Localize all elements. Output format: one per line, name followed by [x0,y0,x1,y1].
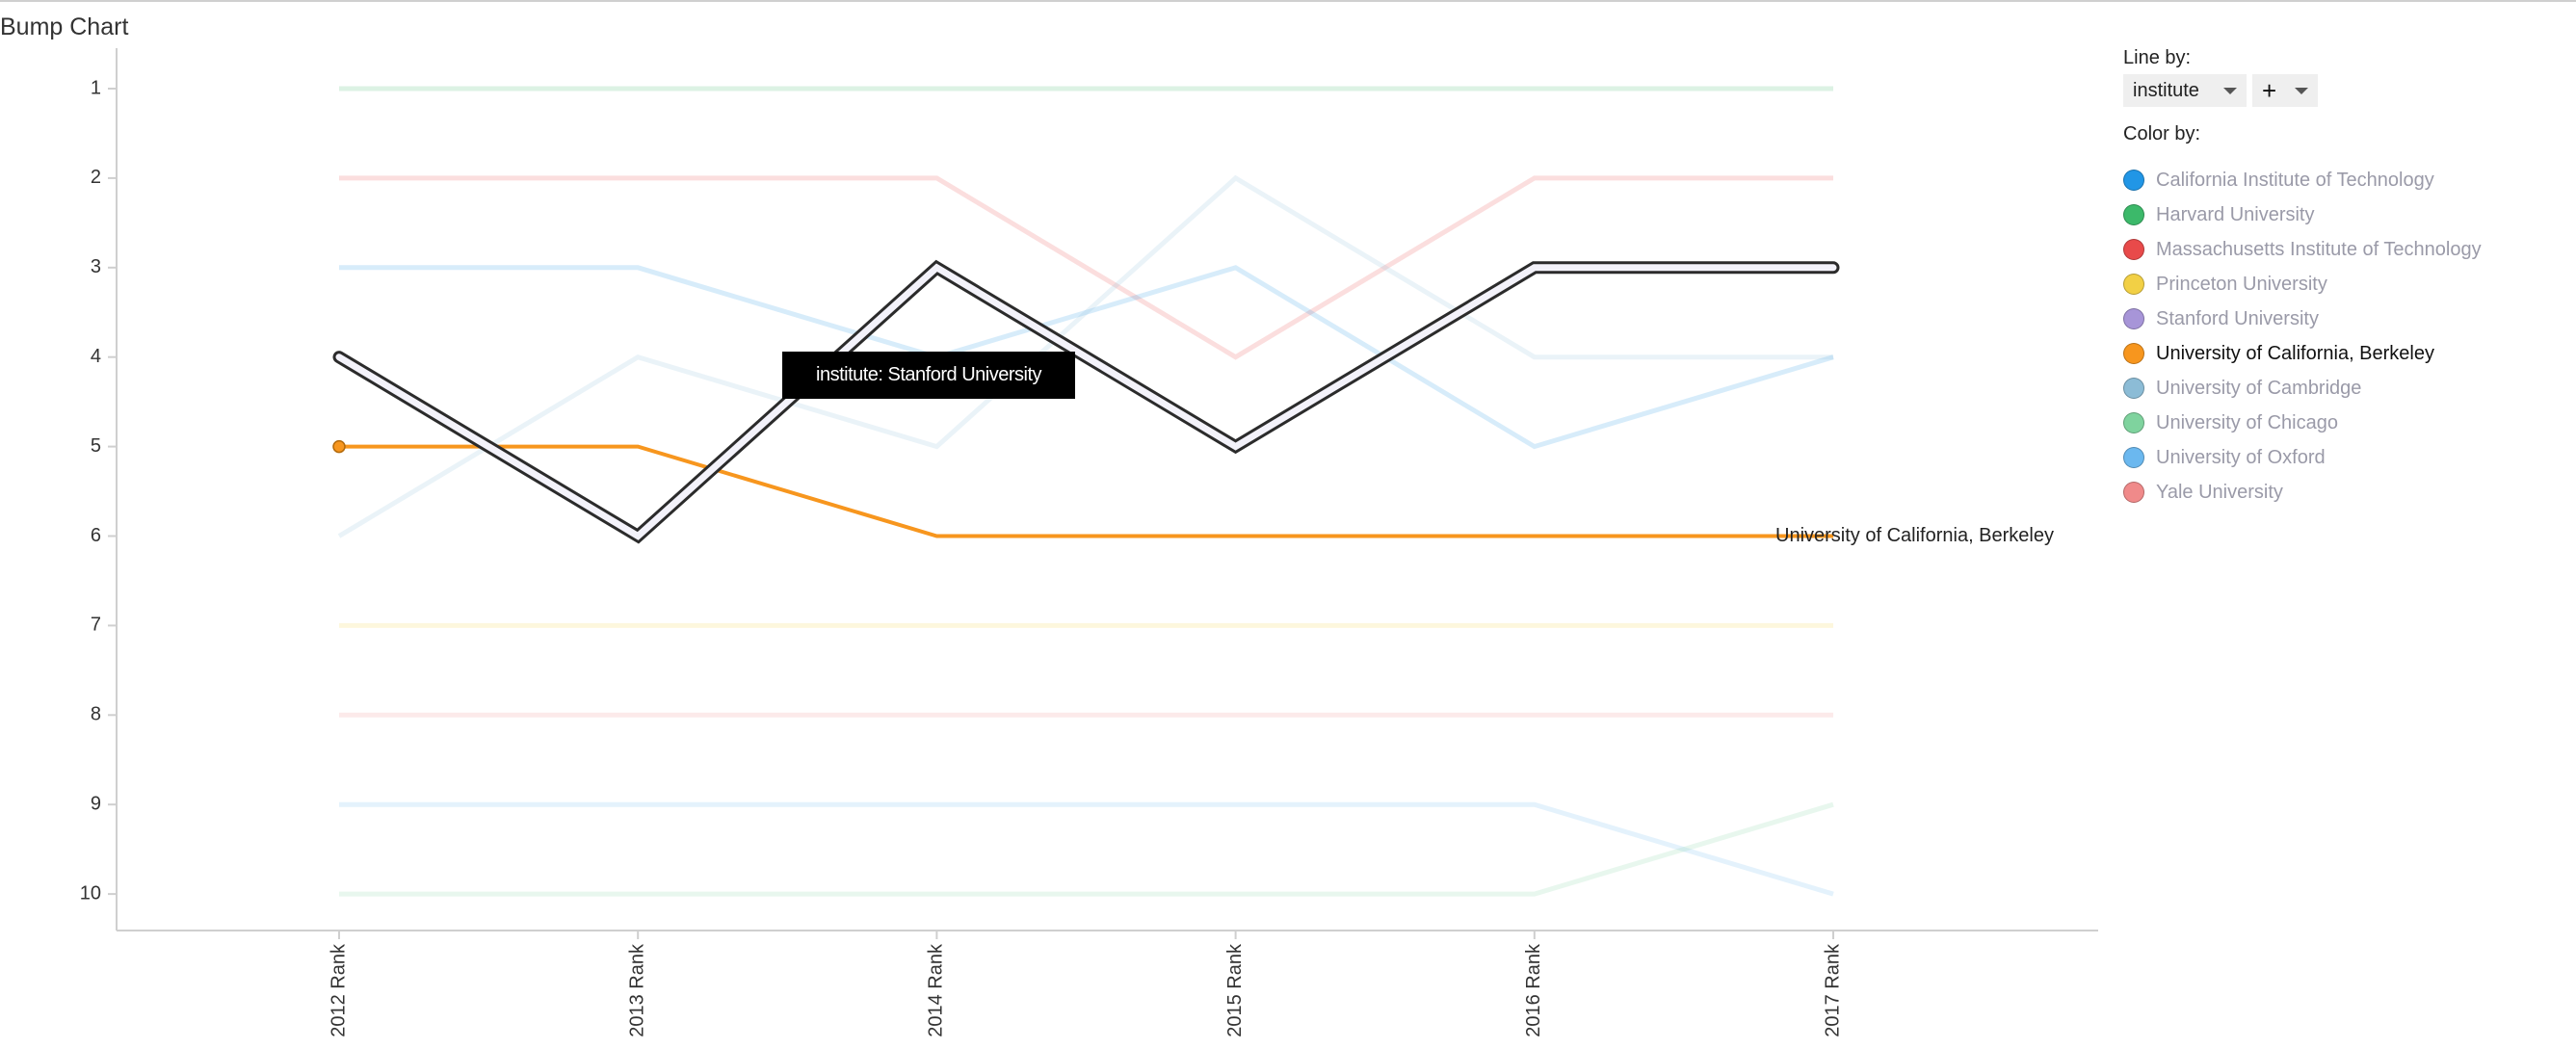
x-tick-label: 2017 Rank [1822,943,1843,1037]
legend-label: University of Cambridge [2156,377,2362,399]
chevron-down-icon [2223,87,2237,94]
legend-label: Massachusetts Institute of Technology [2156,238,2482,260]
color-legend: California Institute of Technology Harvar… [2123,163,2566,510]
end-labels: University of California, Berkeley [1775,525,2054,546]
color-swatch-icon [2123,274,2144,295]
color-swatch-icon [2123,239,2144,260]
background-series-lines[interactable] [337,86,1834,897]
line-by-label: Line by: [2123,47,2192,68]
color-swatch-icon [2123,482,2144,503]
color-swatch-icon [2123,170,2144,191]
color-by-label: Color by: [2123,123,2201,144]
y-tick-label: 2 [91,167,101,188]
hover-tooltip: institute: Stanford University [782,352,1075,399]
color-swatch-icon [2123,204,2144,225]
legend-label: Princeton University [2156,273,2327,295]
x-tick-label: 2013 Rank [626,943,647,1037]
y-tick-label: 6 [91,525,101,546]
series-line[interactable] [339,175,1833,360]
y-tick-label: 7 [91,615,101,636]
y-tick-label: 9 [91,793,101,814]
y-tick-label: 10 [80,882,101,904]
color-swatch-icon [2123,412,2144,433]
axes: 1 2 3 4 5 6 7 8 9 10 2012 Rank 2013 Rank 2014 Rank 20… [80,48,2098,1037]
x-tick-label: 2014 Rank [926,943,947,1037]
legend-item[interactable]: University of Chicago [2123,406,2566,440]
y-tick-label: 5 [91,435,101,457]
series-line[interactable] [339,265,1834,450]
color-swatch-icon [2123,343,2144,364]
legend-item[interactable]: Massachusetts Institute of Technology [2123,232,2566,267]
color-swatch-icon [2123,447,2144,468]
color-swatch-icon [2123,308,2144,329]
highlight-fill[interactable] [335,263,1837,540]
color-swatch-icon [2123,378,2144,399]
encoding-panel: Line by: institute + Color by: Californi… [2123,44,2566,510]
legend-label: University of California, Berkeley [2156,342,2434,364]
x-tick-label: 2016 Rank [1523,943,1544,1037]
line-by-controls: institute + [2123,74,2566,107]
legend-label: Stanford University [2156,307,2319,329]
legend-label: Harvard University [2156,203,2315,225]
add-line-by-dropdown[interactable]: + [2252,74,2318,107]
line-by-value: institute [2133,79,2199,101]
legend-item[interactable]: University of Oxford [2123,440,2566,475]
series-line[interactable] [337,174,1833,538]
series-start-marker[interactable] [332,439,346,454]
chevron-down-icon [2295,87,2308,94]
legend-item[interactable]: University of Cambridge [2123,371,2566,406]
legend-item[interactable]: Harvard University [2123,197,2566,232]
y-tick-label: 3 [91,256,101,277]
selected-series-line[interactable] [332,439,1833,538]
series-line[interactable] [339,801,1834,897]
legend-item[interactable]: Princeton University [2123,267,2566,302]
series-line-selected[interactable] [339,444,1833,538]
y-tick-label: 4 [91,346,101,367]
x-tick-label: 2015 Rank [1224,943,1246,1037]
legend-label: Yale University [2156,481,2283,503]
legend-label: California Institute of Technology [2156,169,2434,191]
series-end-label: University of California, Berkeley [1775,525,2054,546]
legend-item[interactable]: Stanford University [2123,302,2566,336]
legend-item[interactable]: California Institute of Technology [2123,163,2566,197]
legend-item[interactable]: University of California, Berkeley [2123,336,2566,371]
y-tick-label: 1 [91,77,101,98]
x-tick-label: 2012 Rank [328,943,349,1037]
legend-label: University of Chicago [2156,411,2338,433]
legend-label: University of Oxford [2156,446,2326,468]
highlighted-series-line[interactable] [332,259,1840,544]
top-border [0,0,2576,2]
chart-title: Bump Chart [0,13,129,40]
plus-icon: + [2262,76,2277,105]
y-tick-label: 8 [91,704,101,725]
legend-item[interactable]: Yale University [2123,475,2566,510]
series-line[interactable] [339,801,1834,897]
line-by-dropdown[interactable]: institute [2123,74,2247,107]
